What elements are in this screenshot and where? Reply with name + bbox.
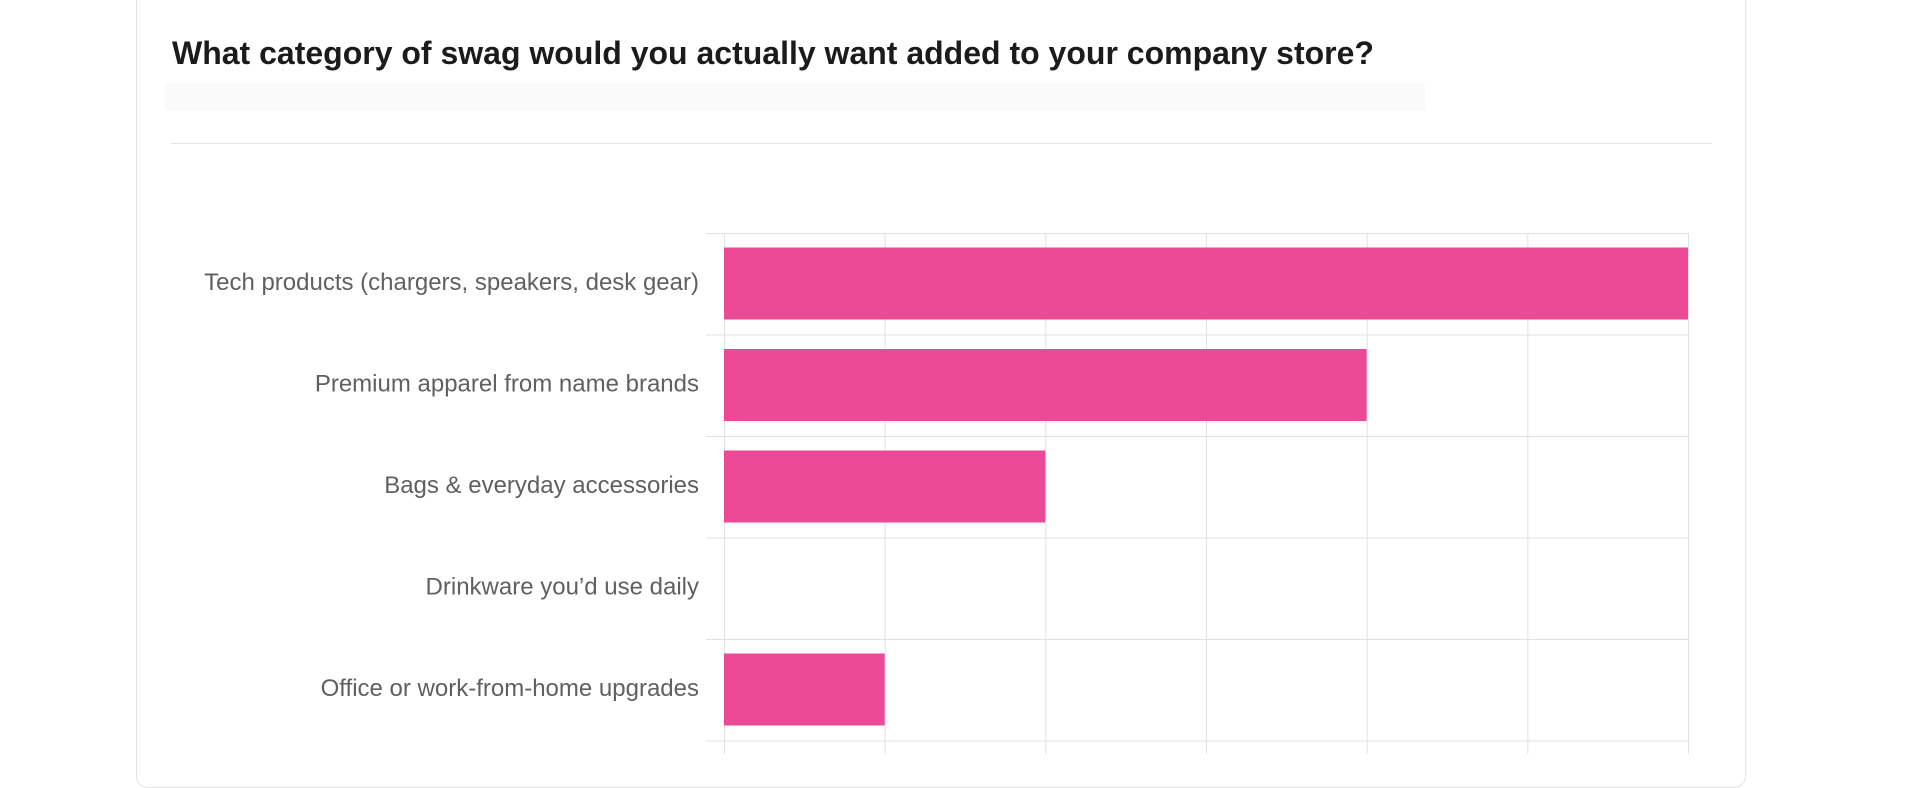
category-label: Drinkware you’d use daily [426,574,699,601]
title-placeholder [165,83,1425,111]
bar [724,349,1367,421]
bar [724,247,1688,320]
question-title: What category of swag would you actually… [172,35,1374,71]
category-label: Bags & everyday accessories [384,472,699,499]
category-label: Premium apparel from name brands [315,371,699,398]
category-label: Tech products (chargers, speakers, desk … [204,269,699,296]
bar [724,450,1046,523]
category-label: Office or work-from-home upgrades [321,675,699,702]
bar-chart: Tech products (chargers, speakers, desk … [204,233,1689,754]
divider [171,143,1712,144]
bar [724,653,885,726]
